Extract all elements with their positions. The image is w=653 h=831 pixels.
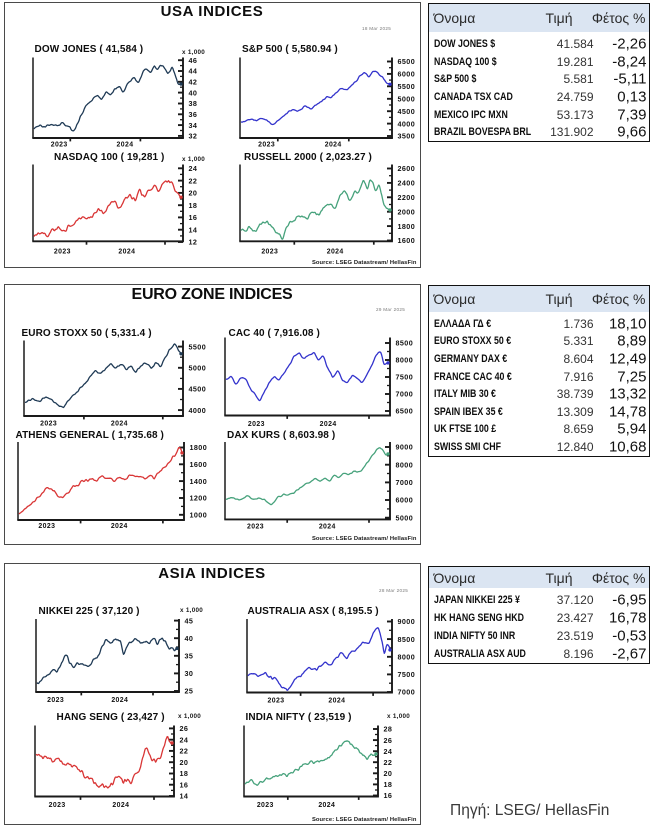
svg-text:24: 24 [384,747,393,756]
svg-text:8000: 8000 [396,460,414,469]
svg-text:42: 42 [189,78,198,87]
svg-text:1800: 1800 [190,443,208,452]
svg-text:12: 12 [189,238,198,247]
svg-text:8000: 8000 [398,653,416,662]
svg-text:2023: 2023 [268,697,285,704]
svg-text:32: 32 [189,132,198,141]
svg-text:1600: 1600 [190,460,208,469]
svg-text:28: 28 [384,725,393,734]
svg-text:35: 35 [185,652,194,661]
svg-text:22: 22 [189,176,198,185]
svg-text:1600: 1600 [398,236,416,245]
svg-text:2023: 2023 [51,141,68,148]
svg-text:20: 20 [384,769,393,778]
svg-text:7500: 7500 [396,373,414,382]
svg-text:4000: 4000 [398,119,416,128]
svg-text:18: 18 [189,201,198,210]
svg-text:2024: 2024 [111,697,128,704]
svg-text:2000: 2000 [398,207,416,216]
svg-text:26: 26 [180,724,189,733]
svg-text:14: 14 [180,792,189,801]
svg-text:30: 30 [185,669,194,678]
svg-text:3500: 3500 [398,132,416,141]
svg-text:2023: 2023 [38,523,55,530]
svg-text:4500: 4500 [398,107,416,116]
svg-text:2024: 2024 [320,421,337,428]
svg-text:45: 45 [185,616,194,625]
svg-text:2024: 2024 [318,802,335,809]
svg-text:2023: 2023 [247,523,264,530]
svg-text:7000: 7000 [396,478,414,487]
svg-text:2023: 2023 [54,248,71,255]
svg-text:5500: 5500 [398,82,416,91]
svg-text:2023: 2023 [261,248,278,255]
svg-text:24: 24 [180,735,189,744]
svg-text:2024: 2024 [327,248,344,255]
svg-text:8500: 8500 [396,339,414,348]
svg-text:8000: 8000 [396,356,414,365]
svg-text:2024: 2024 [328,697,345,704]
svg-text:5500: 5500 [189,342,207,351]
svg-text:8500: 8500 [398,635,416,644]
svg-text:46: 46 [189,56,198,65]
svg-text:14: 14 [189,225,198,234]
svg-text:7000: 7000 [398,688,416,697]
svg-text:6500: 6500 [396,407,414,416]
svg-text:1800: 1800 [398,222,416,231]
svg-text:1200: 1200 [190,494,208,503]
svg-text:1000: 1000 [190,511,208,520]
svg-text:5000: 5000 [189,364,207,373]
svg-text:44: 44 [189,67,198,76]
svg-text:16: 16 [180,780,189,789]
svg-text:6000: 6000 [396,496,414,505]
svg-text:40: 40 [185,634,194,643]
svg-text:2023: 2023 [258,141,275,148]
svg-text:2023: 2023 [257,802,274,809]
svg-text:6500: 6500 [398,57,416,66]
svg-text:36: 36 [189,110,198,119]
svg-text:2024: 2024 [118,248,135,255]
svg-text:2023: 2023 [49,802,66,809]
svg-text:18: 18 [384,780,393,789]
svg-text:40: 40 [189,88,198,97]
svg-text:20: 20 [180,758,189,767]
svg-text:24: 24 [189,164,198,173]
svg-text:5000: 5000 [396,513,414,522]
svg-text:2023: 2023 [40,420,57,427]
svg-text:16: 16 [384,791,393,800]
svg-text:2024: 2024 [319,523,336,530]
svg-text:2023: 2023 [248,421,265,428]
svg-text:16: 16 [189,213,198,222]
svg-text:2024: 2024 [111,523,128,530]
svg-text:9000: 9000 [396,443,414,452]
svg-text:2024: 2024 [117,141,134,148]
svg-text:2024: 2024 [325,141,342,148]
svg-text:5000: 5000 [398,95,416,104]
svg-text:20: 20 [189,189,198,198]
svg-text:1400: 1400 [190,477,208,486]
svg-text:7000: 7000 [396,390,414,399]
svg-text:2024: 2024 [111,420,128,427]
svg-text:2600: 2600 [398,164,416,173]
svg-text:9000: 9000 [398,617,416,626]
svg-text:38: 38 [189,99,198,108]
svg-text:34: 34 [189,121,198,130]
svg-text:6000: 6000 [398,70,416,79]
svg-text:25: 25 [185,687,194,696]
svg-text:22: 22 [180,747,189,756]
svg-text:22: 22 [384,758,393,767]
svg-text:7500: 7500 [398,670,416,679]
svg-text:26: 26 [384,736,393,745]
svg-text:2400: 2400 [398,179,416,188]
svg-text:2200: 2200 [398,193,416,202]
svg-text:2023: 2023 [47,697,64,704]
svg-text:18: 18 [180,769,189,778]
svg-text:4000: 4000 [189,406,207,415]
svg-text:2024: 2024 [112,802,129,809]
svg-text:4500: 4500 [189,385,207,394]
